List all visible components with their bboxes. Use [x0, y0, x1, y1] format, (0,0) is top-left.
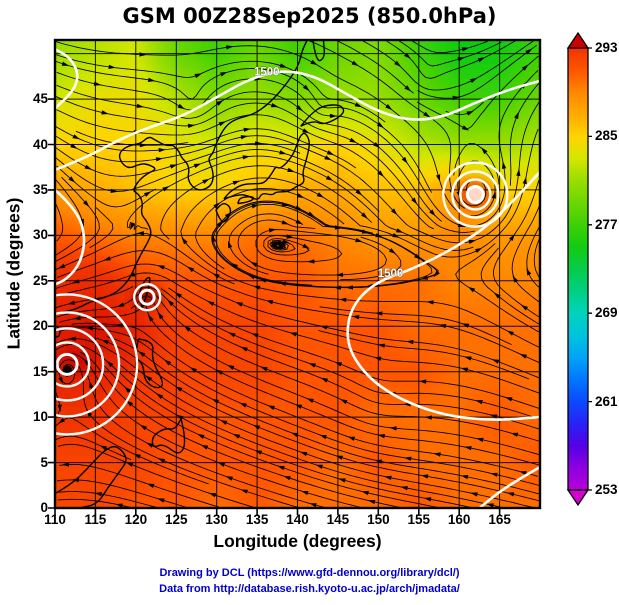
- y-tick-label: 0: [40, 500, 48, 515]
- colorbar-tick-label: 253: [595, 482, 618, 497]
- colorbar-tick-label: 293: [595, 40, 618, 55]
- y-tick-label: 45: [32, 91, 48, 107]
- x-tick-label: 120: [124, 512, 148, 527]
- x-tick-label: 140: [286, 512, 309, 527]
- colorbar-gradient: [567, 47, 589, 491]
- y-tick-label: 20: [32, 318, 48, 334]
- x-tick-label: 145: [326, 512, 350, 527]
- y-axis-label: Latitude (degrees): [3, 197, 24, 350]
- x-tick-label: 160: [447, 512, 471, 527]
- x-tick-label: 150: [367, 512, 390, 527]
- credit-line-1: Drawing by DCL (https://www.gfd-dennou.o…: [159, 567, 460, 579]
- x-tick-label: 130: [205, 512, 228, 527]
- y-tick-label: 35: [32, 181, 48, 197]
- colorbar-under-range-cap: [566, 489, 590, 507]
- x-tick-label: 155: [407, 512, 431, 527]
- y-tick-label: 15: [32, 363, 48, 379]
- x-tick-label: 125: [164, 512, 188, 527]
- y-tick-label: 5: [40, 454, 48, 470]
- colorbar-over-range-cap: [566, 31, 590, 49]
- chart-title: GSM 00Z28Sep2025 (850.0hPa): [122, 4, 497, 28]
- x-tick-label: 135: [245, 512, 269, 527]
- y-tick-label: 25: [32, 272, 48, 288]
- colorbar-tick-label: 261: [595, 393, 618, 409]
- colorbar: [566, 31, 592, 507]
- height-contours: [55, 47, 540, 508]
- y-tick-label: 30: [32, 227, 48, 243]
- y-tick-label: 10: [32, 409, 48, 425]
- colorbar-tick-label: 277: [595, 216, 618, 232]
- x-tick-label: 115: [84, 512, 107, 527]
- x-axis-label: Longitude (degrees): [213, 531, 382, 551]
- plot-frame: [53, 38, 542, 510]
- x-tick-label: 165: [488, 512, 511, 527]
- colorbar-tick-label: 269: [595, 305, 618, 321]
- y-tick-label: 40: [32, 136, 48, 152]
- credit-line-2: Data from http://database.rish.kyoto-u.a…: [159, 583, 460, 595]
- colorbar-tick-label: 285: [595, 128, 618, 144]
- x-tick-label: 110: [44, 512, 66, 527]
- axis-tick-marks: [48, 98, 501, 515]
